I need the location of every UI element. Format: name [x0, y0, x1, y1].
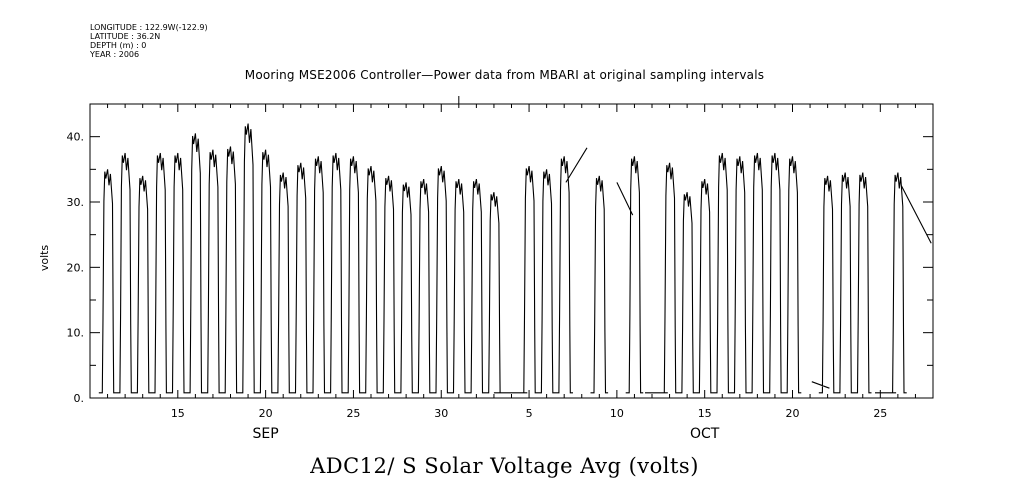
longitude-text: LONGITUDE : 122.9W(-122.9): [90, 23, 208, 32]
y-tick-label: 10.: [67, 327, 85, 340]
x-tick-label: 10: [610, 407, 624, 420]
axis-labels: 0. 10. 20. 30. 40. 15 20 25 30 5 10 15 20 25 SEP OCT: [67, 131, 888, 442]
depth-text: DEPTH (m) : 0: [90, 41, 147, 50]
station-metadata: LONGITUDE : 122.9W(-122.9) LATITUDE : 36…: [90, 23, 208, 59]
y-tick-label: 40.: [67, 131, 85, 144]
x-tick-label: 20: [786, 407, 800, 420]
x-tick-label: 5: [526, 407, 533, 420]
latitude-text: LATITUDE : 36.2N: [90, 32, 161, 41]
x-tick-label: 25: [873, 407, 887, 420]
series-line: [98, 123, 932, 394]
y-tick-label: 30.: [67, 196, 85, 209]
x-tick-label: 15: [698, 407, 712, 420]
x-tick-label: 30: [434, 407, 448, 420]
x-tick-label: 25: [346, 407, 360, 420]
chart-title: Mooring MSE2006 Controller—Power data fr…: [244, 68, 765, 82]
y-axis-label: volts: [38, 245, 51, 272]
x-tick-label: 20: [259, 407, 273, 420]
x-tick-label: 15: [171, 407, 185, 420]
month-label: SEP: [253, 426, 279, 442]
plot-frame: [89, 103, 934, 399]
month-label: OCT: [690, 426, 720, 442]
variable-label: ADC12/ S Solar Voltage Avg (volts): [310, 454, 699, 478]
y-tick-label: 0.: [74, 392, 85, 405]
year-text: YEAR : 2006: [90, 50, 140, 59]
axis-ticks: [89, 96, 934, 399]
y-tick-label: 20.: [67, 261, 85, 274]
